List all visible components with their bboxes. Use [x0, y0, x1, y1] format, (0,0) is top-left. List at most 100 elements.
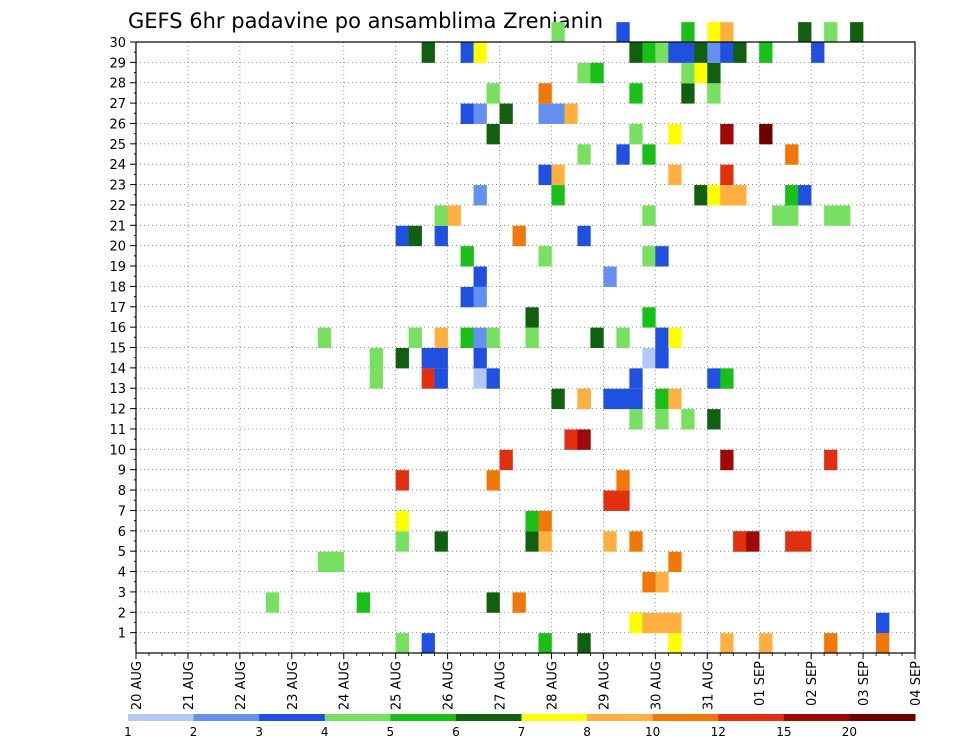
y-tick-label: 14: [109, 362, 126, 377]
precip-cell: [486, 123, 500, 145]
x-axis-ticks: 20 AUG 21 AUG 22 AUG 23 AUG 24 AUG 25 AUG 26 A…: [130, 653, 924, 710]
precip-cell: [512, 225, 526, 247]
y-tick-label: 26: [109, 117, 126, 132]
legend-swatch: [521, 714, 588, 721]
precip-cell: [811, 42, 825, 63]
x-tick-label: 26 AUG: [442, 661, 457, 710]
precip-cell: [707, 409, 721, 430]
legend-label: 2: [190, 725, 198, 739]
legend-swatch: [652, 714, 719, 721]
precip-cell: [447, 205, 461, 226]
precip-cell: [707, 368, 721, 389]
precip-cell: [668, 633, 682, 654]
precip-cell: [473, 368, 487, 389]
precip-cell: [577, 144, 591, 165]
precip-cell: [603, 490, 617, 511]
x-tick-label: 01 SEP: [753, 661, 768, 706]
legend-swatch: [259, 714, 326, 721]
precip-cell: [473, 185, 487, 206]
precip-cell: [265, 592, 280, 613]
y-axis-ticks: 1234567891011121314151617181920212223242…: [109, 36, 136, 644]
legend-swatch: [455, 714, 522, 721]
y-tick-label: 20: [109, 240, 126, 255]
chart-title: GEFS 6hr padavine po ansamblima Zrenjani…: [128, 9, 603, 33]
precip-cell: [434, 225, 448, 247]
y-tick-label: 15: [109, 342, 126, 357]
precip-cell: [473, 266, 487, 287]
y-tick-label: 2: [118, 606, 126, 621]
precip-cell: [655, 246, 669, 267]
precip-cell: [824, 633, 838, 654]
y-tick-label: 24: [109, 158, 126, 173]
y-tick-label: 27: [109, 97, 126, 112]
precip-cell: [824, 205, 838, 226]
precip-cell: [655, 572, 669, 593]
precip-cell: [538, 246, 552, 267]
precip-cell: [733, 42, 747, 63]
x-tick-label: 28 AUG: [545, 661, 560, 710]
precip-cell: [473, 348, 487, 369]
precip-cell: [707, 185, 721, 206]
legend-label: 12: [711, 725, 726, 739]
color-legend: 1 2 3 4 5 6 7 8 10 12 15 20: [124, 714, 916, 739]
y-tick-label: 10: [109, 443, 126, 458]
y-tick-label: 21: [109, 219, 126, 234]
precip-cell: [434, 368, 448, 389]
precip-cell: [473, 286, 487, 308]
precip-cell: [616, 388, 630, 410]
precip-cell: [434, 348, 448, 369]
precip-cell: [603, 388, 617, 410]
precip-cell: [499, 103, 513, 124]
legend-label: 1: [124, 725, 132, 739]
precip-cell: [408, 327, 422, 348]
precip-cell: [616, 144, 630, 165]
y-tick-label: 29: [109, 56, 126, 71]
precip-cell: [720, 22, 734, 43]
y-tick-label: 19: [109, 260, 126, 275]
x-tick-label: 31 AUG: [701, 661, 716, 710]
precip-cell: [785, 144, 799, 165]
legend-label: 6: [452, 725, 460, 739]
precip-cell: [577, 225, 591, 247]
precip-cell: [655, 612, 669, 634]
precip-cell: [473, 327, 487, 348]
precip-cell: [733, 531, 747, 552]
x-tick-label: 24 AUG: [338, 661, 353, 710]
legend-swatch: [783, 714, 850, 721]
precip-cell: [395, 531, 409, 552]
precip-cell: [473, 103, 487, 124]
precip-cell: [551, 388, 565, 410]
legend-label: 7: [518, 725, 526, 739]
precip-cell: [785, 185, 799, 206]
precip-cell: [629, 612, 643, 634]
precip-cell: [395, 470, 409, 491]
precip-cell: [538, 510, 552, 532]
precip-cell: [668, 327, 682, 348]
legend-label: 4: [321, 725, 329, 739]
precip-cell: [668, 388, 682, 410]
precip-cell: [460, 246, 474, 267]
precip-cell: [551, 22, 565, 43]
y-tick-label: 30: [109, 36, 126, 51]
precip-cell: [629, 368, 643, 389]
y-tick-label: 17: [109, 301, 126, 316]
precip-cell: [538, 633, 552, 654]
precip-cell: [434, 531, 448, 552]
precip-cell: [369, 348, 383, 369]
precip-cell: [408, 225, 422, 247]
precip-cell: [785, 531, 799, 552]
precip-cell: [551, 103, 565, 124]
precip-cell: [681, 83, 695, 104]
precip-cell: [603, 531, 617, 552]
precip-cell: [577, 388, 591, 410]
y-tick-label: 16: [109, 321, 126, 336]
precip-cell: [720, 164, 734, 186]
precip-cell: [694, 42, 708, 63]
precip-cell: [642, 246, 656, 267]
legend-swatch: [849, 714, 916, 721]
precip-cell: [759, 123, 773, 145]
precip-cell: [395, 510, 409, 532]
precip-cell: [512, 592, 526, 613]
x-tick-label: 04 SEP: [909, 661, 924, 706]
y-tick-label: 3: [118, 586, 126, 601]
